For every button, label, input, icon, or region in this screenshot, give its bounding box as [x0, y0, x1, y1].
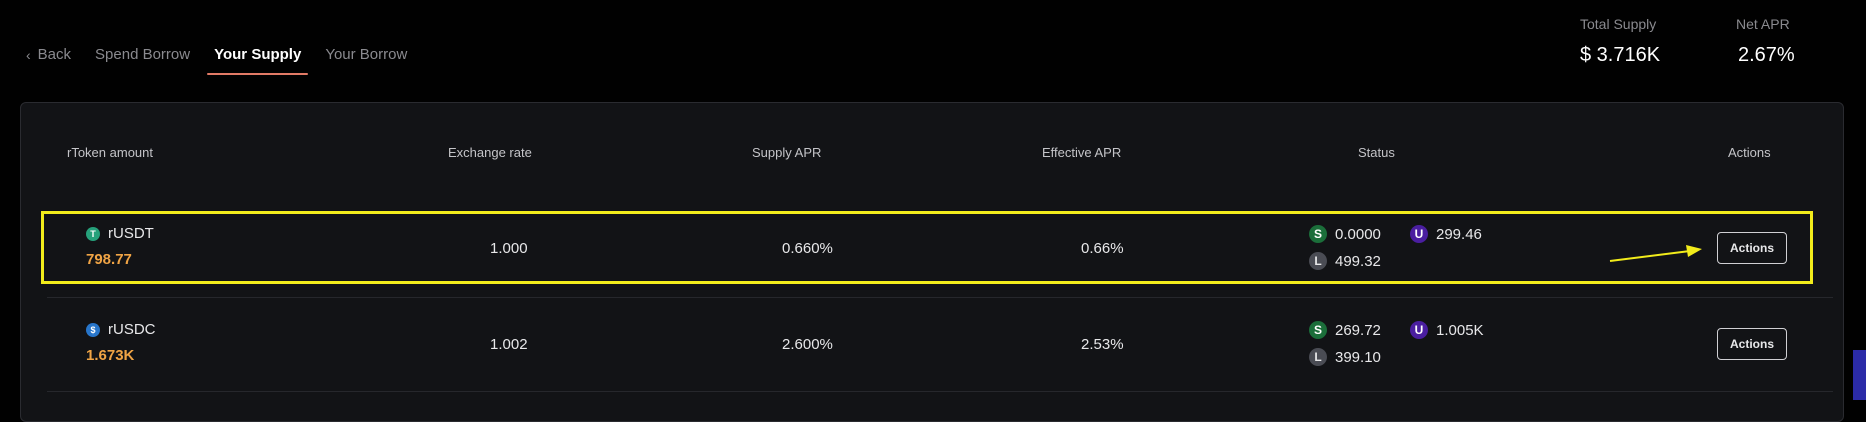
- supply-table-panel: rToken amount Exchange rate Supply APR E…: [20, 102, 1844, 422]
- s-badge-icon: S: [1309, 321, 1327, 339]
- arrow-annotation-icon: [1609, 245, 1702, 262]
- header-rtoken-amount: rToken amount: [67, 145, 153, 160]
- supply-apr: 2.600%: [782, 336, 833, 353]
- token-cell: $ rUSDC 1.673K: [86, 321, 156, 364]
- l-badge-icon: L: [1309, 348, 1327, 366]
- total-supply-label: Total Supply: [1580, 16, 1657, 32]
- net-apr-label: Net APR: [1736, 16, 1790, 32]
- status-s-value: 269.72: [1335, 321, 1381, 339]
- back-button[interactable]: ‹ Back: [26, 42, 71, 68]
- header-exchange-rate: Exchange rate: [448, 145, 532, 160]
- token-name: rUSDC: [108, 321, 156, 338]
- effective-apr: 0.66%: [1081, 240, 1124, 257]
- table-row: T rUSDT 798.77 1.000 0.660% 0.66% S 0.00…: [45, 201, 1835, 297]
- tether-icon: T: [86, 226, 100, 241]
- status-l: L 399.10: [1309, 348, 1381, 366]
- exchange-rate: 1.000: [490, 240, 528, 257]
- tab-spend-borrow[interactable]: Spend Borrow: [95, 46, 191, 63]
- status-s: S 0.0000: [1309, 225, 1381, 243]
- actions-button[interactable]: Actions: [1717, 328, 1787, 360]
- token-name: rUSDT: [108, 225, 154, 242]
- u-badge-icon: U: [1410, 321, 1428, 339]
- exchange-rate: 1.002: [490, 336, 528, 353]
- nav-tabs: ‹ Back Spend Borrow Your Supply Your Bor…: [26, 42, 431, 75]
- header-actions: Actions: [1728, 145, 1771, 160]
- row-divider: [47, 391, 1833, 392]
- status-s: S 269.72: [1309, 321, 1381, 339]
- total-supply-stat: Total Supply $ 3.716K: [1580, 16, 1660, 67]
- status-s-value: 0.0000: [1335, 225, 1381, 243]
- row-divider: [47, 297, 1833, 298]
- status-u: U 1.005K: [1410, 321, 1484, 339]
- l-badge-icon: L: [1309, 252, 1327, 270]
- status-l-value: 499.32: [1335, 252, 1381, 270]
- token-amount: 1.673K: [86, 347, 135, 364]
- header-supply-apr: Supply APR: [752, 145, 822, 160]
- usdc-icon: $: [86, 322, 100, 337]
- status-u: U 299.46: [1410, 225, 1482, 243]
- total-supply-value: $ 3.716K: [1580, 44, 1661, 66]
- table-row: $ rUSDC 1.673K 1.002 2.600% 2.53% S 269.…: [45, 297, 1835, 393]
- chevron-left-icon: ‹: [26, 47, 31, 63]
- token-cell: T rUSDT 798.77: [86, 225, 154, 268]
- status-l: L 499.32: [1309, 252, 1381, 270]
- supply-apr: 0.660%: [782, 240, 833, 257]
- back-label: Back: [37, 46, 72, 63]
- net-apr-value: 2.67%: [1738, 44, 1795, 66]
- tab-your-borrow[interactable]: Your Borrow: [325, 46, 408, 63]
- effective-apr: 2.53%: [1081, 336, 1124, 353]
- header-status: Status: [1358, 145, 1395, 160]
- status-u-value: 1.005K: [1436, 321, 1484, 339]
- s-badge-icon: S: [1309, 225, 1327, 243]
- token-amount: 798.77: [86, 251, 132, 268]
- net-apr-stat: Net APR 2.67%: [1736, 16, 1795, 67]
- status-l-value: 399.10: [1335, 348, 1381, 366]
- scroll-edge: [1853, 350, 1866, 400]
- actions-button[interactable]: Actions: [1717, 232, 1787, 264]
- header-effective-apr: Effective APR: [1042, 145, 1122, 160]
- u-badge-icon: U: [1410, 225, 1428, 243]
- tab-your-supply[interactable]: Your Supply: [207, 42, 309, 75]
- top-bar: ‹ Back Spend Borrow Your Supply Your Bor…: [0, 0, 1866, 100]
- status-u-value: 299.46: [1436, 225, 1482, 243]
